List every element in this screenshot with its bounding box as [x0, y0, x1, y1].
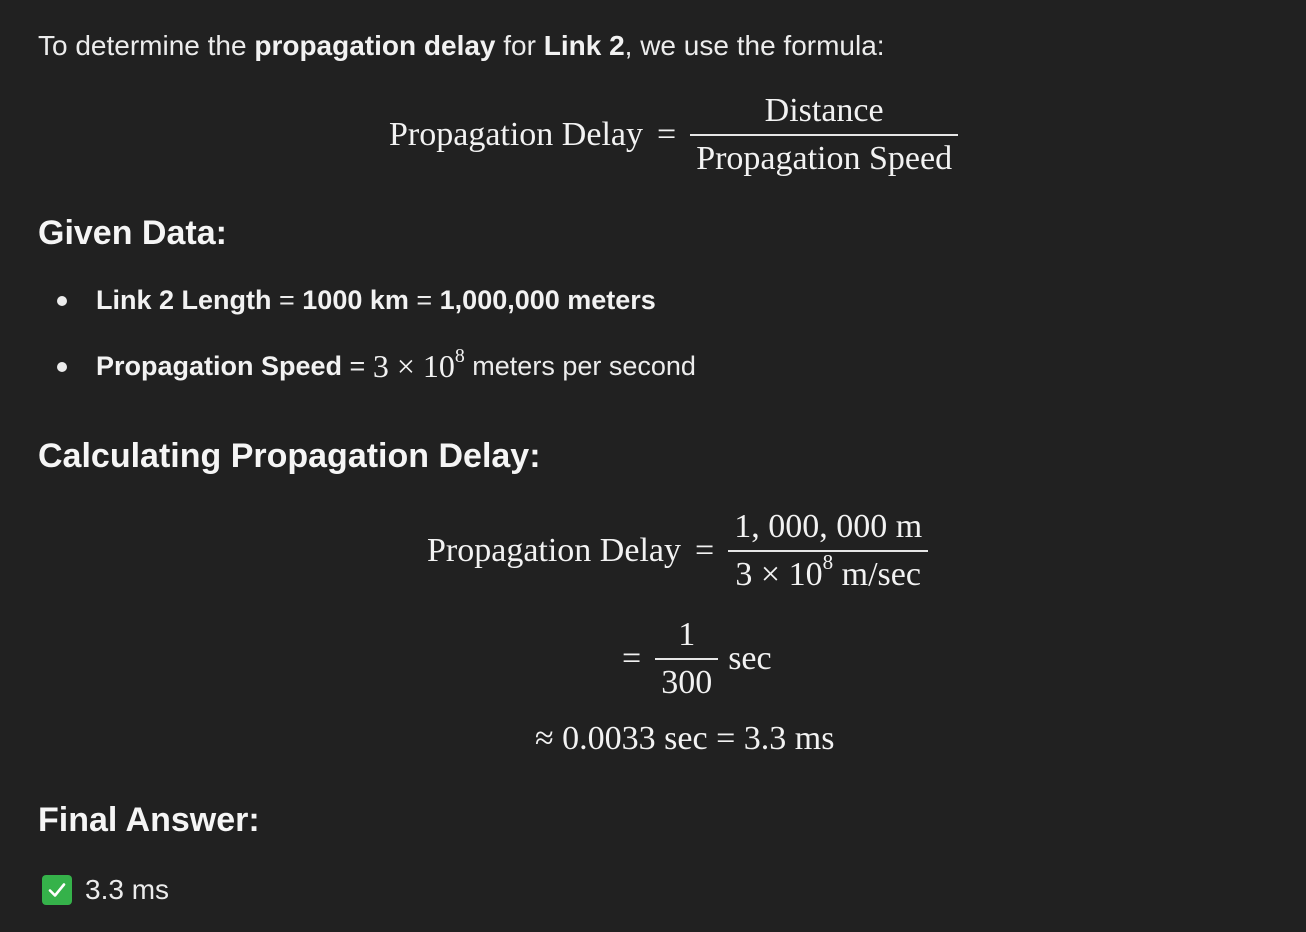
fraction-bar — [655, 658, 719, 660]
final-answer-row: 3.3 ms — [42, 874, 169, 906]
den-base: 3 × 10 — [735, 555, 823, 593]
calculating-heading: Calculating Propagation Delay: — [38, 437, 541, 475]
check-mark-svg — [48, 883, 66, 897]
den-unit: m/sec — [833, 555, 921, 593]
calc3-text: ≈ 0.0033 sec = 3.3 ms — [535, 720, 835, 757]
bullet-rest: meters per second — [464, 351, 696, 381]
intro-link: Link 2 — [543, 30, 625, 61]
formula-fraction: Distance Propagation Speed — [690, 92, 959, 178]
intro-mid: for — [495, 30, 544, 61]
final-answer-heading: Final Answer: — [38, 801, 260, 839]
bullet-equals: = — [342, 351, 373, 381]
bullet-value-2: 1,000,000 meters — [439, 285, 656, 315]
fraction-bar — [690, 134, 959, 136]
bullet-label: Propagation Speed — [96, 351, 343, 381]
given-data-heading: Given Data: — [38, 214, 227, 252]
final-answer-value: 3.3 ms — [85, 874, 170, 905]
calc2-denominator: 300 — [661, 663, 713, 701]
bullet-equals-2: = — [408, 285, 440, 315]
calc2-unit: sec — [728, 639, 772, 677]
check-mark-icon — [42, 875, 72, 905]
intro-term: propagation delay — [254, 30, 496, 61]
bullet-dot — [57, 295, 67, 306]
speed-math: 3 × 108 — [372, 345, 465, 385]
intro-text: To determine the propagation delay for L… — [38, 28, 885, 64]
calc2-fraction: 1 300 — [655, 616, 719, 702]
intro-suffix: , we use the formula: — [624, 30, 885, 61]
speed-exponent: 8 — [454, 345, 465, 368]
calc-line-1: Propagation Delay = 1, 000, 000 m 3 × 10… — [427, 508, 929, 594]
calc-line-2: = 1 300 sec — [622, 616, 772, 702]
calc-lhs: Propagation Delay — [427, 531, 681, 569]
formula-numerator: Distance — [764, 92, 884, 129]
bullet-equals: = — [271, 285, 303, 315]
formula-denominator: Propagation Speed — [696, 139, 953, 177]
den-exponent: 8 — [822, 549, 834, 574]
list-item: Link 2 Length = 1000 km = 1,000,000 mete… — [57, 285, 656, 316]
intro-prefix: To determine the — [38, 30, 255, 61]
speed-base: 3 × 10 — [372, 348, 455, 384]
calc-denominator: 3 × 108 m/sec — [729, 549, 927, 594]
calc-fraction: 1, 000, 000 m 3 × 108 m/sec — [728, 508, 929, 594]
bullet-label: Link 2 Length — [96, 285, 272, 315]
calc-line-3: ≈ 0.0033 sec = 3.3 ms — [535, 720, 834, 758]
formula-equals: = — [657, 115, 677, 153]
formula-lhs: Propagation Delay — [389, 115, 643, 153]
delay-formula: Propagation Delay = Distance Propagation… — [389, 92, 959, 178]
bullet-dot — [57, 361, 67, 372]
calc2-equals: = — [622, 639, 642, 677]
list-item: Propagation Speed = 3 × 108 meters per s… — [57, 345, 696, 385]
calc-equals: = — [695, 531, 715, 569]
bullet-value: 1000 km — [302, 285, 409, 315]
calc2-numerator: 1 — [678, 616, 696, 653]
fraction-bar — [728, 550, 929, 552]
calc-numerator: 1, 000, 000 m — [734, 508, 923, 545]
